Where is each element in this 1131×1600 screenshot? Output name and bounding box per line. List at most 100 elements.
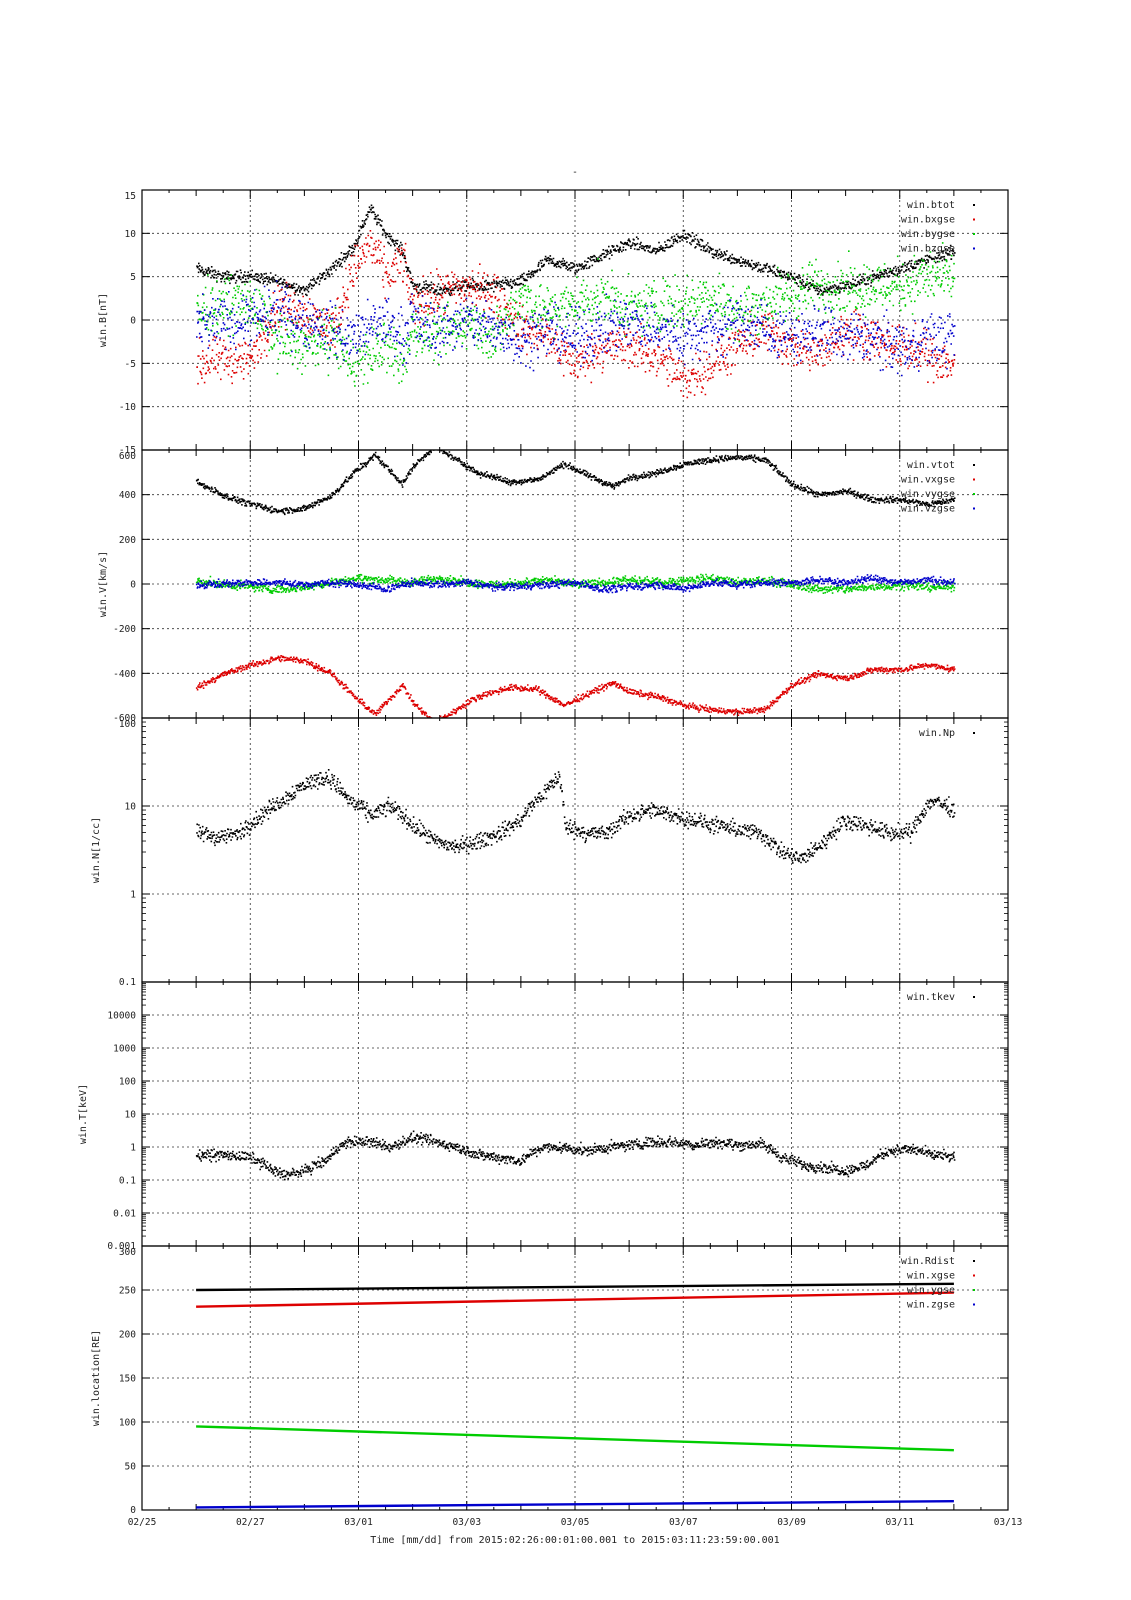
series-1-3 [195,574,956,594]
y-tick-label: 1 [130,890,136,901]
legend-entry: win.zgse [907,1300,955,1311]
y-tick-label: 5 [130,272,136,283]
y-tick-label: 10000 [107,1011,136,1022]
legend-marker [973,996,975,998]
legend-entry: win.xgse [907,1271,955,1282]
series-0-2 [196,242,956,387]
legend-marker [973,478,975,481]
x-tick-labels: 02/25 02/27 03/01 03/03 03/05 03/07 03/09 03/11… [128,1517,1023,1528]
legend-1: win.vtot win.vxgse win.vygse win.vzgse [901,460,975,515]
y-axis-label: win.T[keV] [78,1084,89,1144]
series-line [196,1425,954,1452]
series-4-1 [196,1291,954,1308]
y-tick-label: 0 [130,580,136,591]
y-tick-label: -200 [113,624,136,635]
panel-0: -15 -10 -5 0 5 10 15 win.btot win.bxgse win.bygse… [98,189,1009,456]
x-tick-label: 03/01 [344,1517,373,1528]
y-tick-label: 10 [125,802,137,813]
series-0-0 [196,204,956,297]
panel-0-data [196,204,956,399]
y-axis-label: win.N[1/cc] [91,817,102,883]
legend-entry: win.tkev [907,992,955,1003]
y-tick-label: 400 [119,490,136,501]
y-axis-label: win.V[km/s] [98,551,109,617]
legend-entry: win.vtot [907,460,955,471]
y-tick-label: 100 [119,1077,136,1088]
chart-panels: -15-10-5051015win.btotwin.bxgsewin.bygse… [78,189,1009,1516]
y-tick-label: 600 [119,451,136,462]
x-tick-label: 02/25 [128,1517,157,1528]
y-tick-label: 250 [119,1286,136,1297]
legend-marker [973,1289,975,1291]
x-tick-label: 03/05 [561,1517,590,1528]
y-tick-label: -400 [113,669,136,680]
legend-marker [973,233,975,235]
x-axis-label: Time [mm/dd] from 2015:02:26:00:01:00.00… [370,1535,779,1546]
series-4-3 [196,1499,954,1509]
y-tick-label: 10 [125,229,137,240]
series-points [195,655,956,718]
legend-marker [973,218,975,221]
legend-marker [973,732,975,734]
series-points [196,204,956,297]
legend-marker [973,507,975,510]
series-0-1 [196,230,956,399]
y-axis-label: win.location[RE] [91,1330,102,1426]
y-tick-label: -5 [125,359,136,370]
y-tick-label: 200 [119,1330,136,1341]
legend-entry: win.btot [907,200,955,211]
y-tick-label: -15 [119,445,136,456]
series-4-2 [196,1425,954,1452]
y-tick-label: 0.01 [113,1209,136,1220]
y-tick-label: -600 [113,713,136,724]
legend-4: win.Rdist win.xgse win.ygse win.zgse [901,1256,975,1311]
series-line [196,1291,954,1308]
y-tick-label: 100 [119,719,136,730]
x-tick-label: 02/27 [236,1517,265,1528]
series-points [196,230,956,399]
series-3-0 [195,1130,956,1181]
panel-frame [141,1245,1009,1511]
legend-marker [973,1274,975,1277]
series-line [196,1499,954,1509]
y-tick-label: 0 [130,1505,136,1516]
y-tick-label: 50 [125,1462,137,1473]
panel-3-data [195,1130,956,1181]
legend-2: win.Np [919,728,975,739]
legend-0: win.btot win.bxgse win.bygse win.bzgse [901,200,975,255]
series-1-1 [195,655,956,718]
legend-marker [973,493,975,495]
y-tick-label: 200 [119,535,136,546]
panel-1-data [195,450,956,718]
x-tick-label: 03/07 [669,1517,698,1528]
x-tick-label: 03/13 [994,1517,1023,1528]
series-points [195,1130,956,1181]
y-tick-label: 1000 [113,1044,136,1055]
legend-entry: win.vxgse [901,475,955,486]
x-tick-label: 03/11 [885,1517,914,1528]
y-tick-label: 100 [119,1418,136,1429]
series-points [196,769,956,864]
legend-entry: win.Rdist [901,1256,955,1267]
y-axis-label: win.B[nT] [98,293,109,347]
y-tick-label: 1 [130,1143,136,1154]
x-tick-label: 03/03 [452,1517,481,1528]
series-line [196,1282,954,1292]
legend-marker [973,464,975,466]
y-tick-label: 0.1 [119,977,136,988]
y-tick-label: 300 [119,1247,136,1258]
series-1-0 [195,450,956,516]
panel-1: -600 -400 -200 0 200 400 600 win.vtot win.vxgse w… [98,449,1009,724]
legend-marker [973,1303,975,1306]
legend-entry: win.ygse [907,1285,955,1296]
y-tick-label: 0.001 [107,1241,136,1252]
panel-3: 0.001 0.01 0.1 1 10 100 1000 10000 win.tkev win.T… [78,981,1009,1252]
panel-2-data [196,769,956,864]
y-tick-label: -10 [119,402,136,413]
series-points [195,574,956,594]
legend-entry: win.bygse [901,229,955,240]
legend-3: win.tkev [907,992,975,1003]
legend-entry: win.bxgse [901,215,955,226]
legend-entry: win.vygse [901,489,955,500]
